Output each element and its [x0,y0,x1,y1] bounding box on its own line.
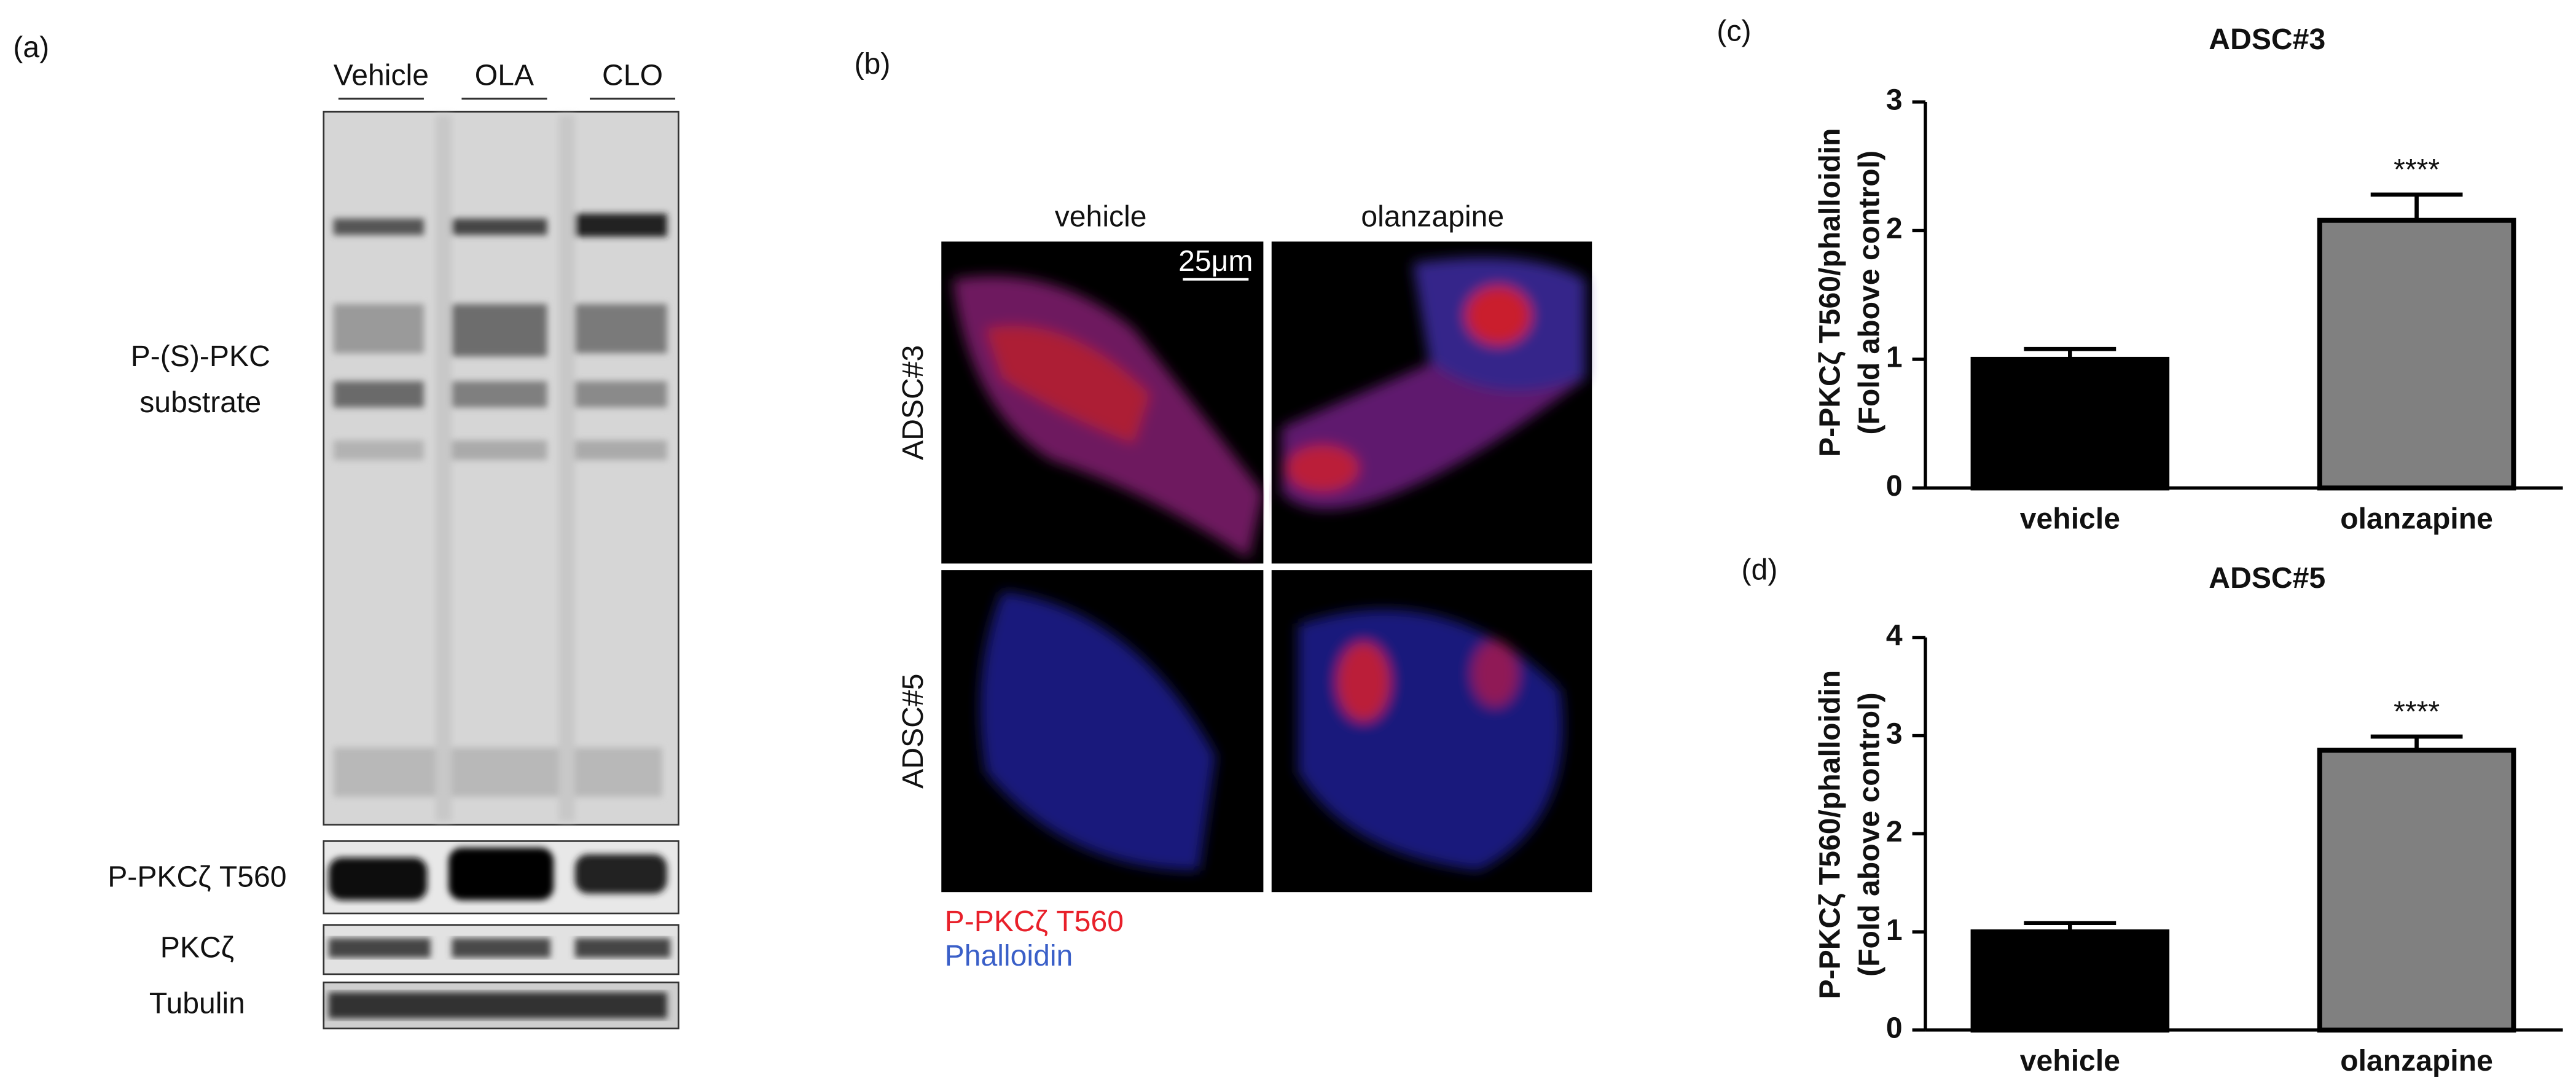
lane-label: CLO [602,59,663,92]
y-tick-label: 2 [1886,212,1903,245]
x-tick-label: vehicle [2020,1044,2120,1077]
chart-title: ADSC#3 [2209,23,2325,56]
microscopy-images [941,241,1592,893]
y-axis-label: (Fold above control) [1853,150,1886,435]
y-axis-label: P-PKCζ T560/phalloidin [1813,128,1846,457]
x-tick-label: vehicle [2020,502,2120,536]
row-label: ADSC#3 [896,345,930,460]
blot-images [323,111,679,1029]
y-axis-label: (Fold above control) [1853,692,1886,977]
y-tick-label: 0 [1886,1012,1903,1045]
lane-label: OLA [475,59,534,92]
blot-label: substrate [139,386,261,419]
blot-label: P-PKCζ T560 [108,861,286,894]
x-tick-label: olanzapine [2340,502,2493,536]
y-tick-label: 4 [1886,619,1903,652]
panel-label: (c) [1717,14,1751,47]
significance-label: **** [2394,153,2440,186]
significance-label: **** [2394,695,2440,728]
bar [1970,356,2170,491]
y-axis-label: P-PKCζ T560/phalloidin [1813,670,1846,999]
y-tick-label: 1 [1886,913,1903,947]
legend-entry: P-PKCζ T560 [945,905,1124,938]
bar [2317,748,2516,1033]
column-label: vehicle [1055,200,1147,233]
y-tick-label: 3 [1886,717,1903,750]
legend-entry: Phalloidin [945,939,1073,972]
y-tick-label: 0 [1886,469,1903,502]
y-tick-label: 3 [1886,84,1903,117]
row-label: ADSC#5 [896,674,930,789]
x-tick-label: olanzapine [2340,1044,2493,1077]
blot-label: P-(S)-PKC [131,340,270,373]
lane-label: Vehicle [334,59,429,92]
y-tick-label: 1 [1886,341,1903,374]
panel-label: (d) [1742,553,1778,587]
column-label: olanzapine [1361,200,1504,233]
panel-label: (b) [855,47,891,80]
panel-label: (a) [13,31,49,64]
scale-bar-label: 25μm [1178,244,1253,278]
blot-label: Tubulin [149,986,245,1020]
bar [1970,929,2170,1033]
chart-title: ADSC#5 [2209,561,2325,595]
blot-label: PKCζ [160,931,234,964]
bar [2317,217,2516,491]
y-tick-label: 2 [1886,815,1903,848]
